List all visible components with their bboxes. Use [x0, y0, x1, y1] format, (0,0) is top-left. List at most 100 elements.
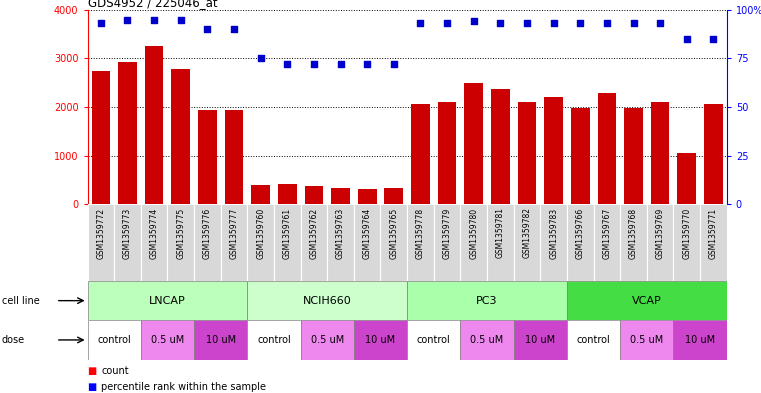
- Bar: [620, 204, 647, 281]
- Bar: [224, 110, 244, 204]
- Text: dose: dose: [2, 335, 24, 345]
- Bar: [673, 204, 700, 281]
- Bar: [673, 320, 727, 360]
- Bar: [514, 204, 540, 281]
- Text: GSM1359764: GSM1359764: [363, 208, 371, 259]
- Text: GSM1359762: GSM1359762: [310, 208, 318, 259]
- Bar: [407, 281, 567, 320]
- Bar: [194, 204, 221, 281]
- Bar: [567, 320, 620, 360]
- Text: 10 uM: 10 uM: [685, 335, 715, 345]
- Bar: [651, 102, 670, 204]
- Bar: [460, 204, 487, 281]
- Bar: [571, 108, 590, 204]
- Text: VCAP: VCAP: [632, 296, 662, 306]
- Bar: [354, 204, 380, 281]
- Bar: [438, 102, 457, 204]
- Bar: [517, 102, 537, 204]
- Text: GSM1359782: GSM1359782: [523, 208, 531, 259]
- Bar: [247, 204, 274, 281]
- Text: ■: ■: [88, 366, 97, 376]
- Bar: [141, 204, 167, 281]
- Text: control: control: [97, 335, 131, 345]
- Text: GSM1359765: GSM1359765: [390, 208, 398, 259]
- Bar: [114, 204, 141, 281]
- Bar: [358, 189, 377, 204]
- Point: [441, 20, 454, 27]
- Point: [521, 20, 533, 27]
- Point: [335, 61, 347, 68]
- Bar: [354, 320, 407, 360]
- Point: [255, 55, 267, 62]
- Point: [228, 26, 240, 32]
- Bar: [301, 320, 354, 360]
- Bar: [251, 185, 270, 204]
- Point: [468, 18, 480, 25]
- Text: GSM1359768: GSM1359768: [629, 208, 638, 259]
- Bar: [540, 204, 567, 281]
- Text: control: control: [577, 335, 610, 345]
- Text: control: control: [417, 335, 451, 345]
- Bar: [118, 62, 137, 204]
- Bar: [460, 320, 514, 360]
- Point: [148, 17, 161, 23]
- Text: GSM1359781: GSM1359781: [496, 208, 505, 259]
- Bar: [700, 204, 727, 281]
- Text: GSM1359767: GSM1359767: [603, 208, 611, 259]
- Text: GSM1359776: GSM1359776: [203, 208, 212, 259]
- Bar: [567, 204, 594, 281]
- Bar: [91, 71, 110, 204]
- Text: control: control: [257, 335, 291, 345]
- Point: [575, 20, 587, 27]
- Bar: [704, 104, 723, 204]
- Point: [122, 17, 134, 23]
- Text: GSM1359778: GSM1359778: [416, 208, 425, 259]
- Text: GSM1359773: GSM1359773: [123, 208, 132, 259]
- Bar: [304, 186, 323, 204]
- Text: GSM1359777: GSM1359777: [230, 208, 238, 259]
- Bar: [514, 320, 567, 360]
- Bar: [407, 320, 460, 360]
- Text: 0.5 uM: 0.5 uM: [151, 335, 184, 345]
- Bar: [194, 320, 247, 360]
- Bar: [331, 188, 350, 204]
- Bar: [384, 188, 403, 204]
- Text: GSM1359766: GSM1359766: [576, 208, 584, 259]
- Bar: [167, 204, 194, 281]
- Bar: [278, 184, 297, 204]
- Point: [654, 20, 667, 27]
- Bar: [647, 204, 673, 281]
- Point: [94, 20, 107, 27]
- Bar: [274, 204, 301, 281]
- Text: percentile rank within the sample: percentile rank within the sample: [101, 382, 266, 392]
- Text: GSM1359763: GSM1359763: [336, 208, 345, 259]
- Point: [282, 61, 294, 68]
- Bar: [597, 92, 616, 204]
- Text: 10 uM: 10 uM: [365, 335, 396, 345]
- Bar: [198, 110, 217, 204]
- Text: cell line: cell line: [2, 296, 40, 306]
- Text: 10 uM: 10 uM: [205, 335, 236, 345]
- Point: [601, 20, 613, 27]
- Text: GSM1359761: GSM1359761: [283, 208, 291, 259]
- Text: GSM1359760: GSM1359760: [256, 208, 265, 259]
- Point: [681, 36, 693, 42]
- Text: 0.5 uM: 0.5 uM: [630, 335, 664, 345]
- Point: [361, 61, 374, 68]
- Bar: [301, 204, 327, 281]
- Point: [708, 36, 720, 42]
- Bar: [594, 204, 620, 281]
- Bar: [221, 204, 247, 281]
- Bar: [464, 83, 483, 204]
- Point: [307, 61, 320, 68]
- Bar: [247, 320, 301, 360]
- Text: ■: ■: [88, 382, 97, 392]
- Bar: [624, 108, 643, 204]
- Bar: [567, 281, 727, 320]
- Bar: [491, 89, 510, 204]
- Text: 10 uM: 10 uM: [525, 335, 556, 345]
- Point: [175, 17, 187, 23]
- Text: LNCAP: LNCAP: [149, 296, 186, 306]
- Bar: [145, 46, 164, 204]
- Bar: [411, 104, 430, 204]
